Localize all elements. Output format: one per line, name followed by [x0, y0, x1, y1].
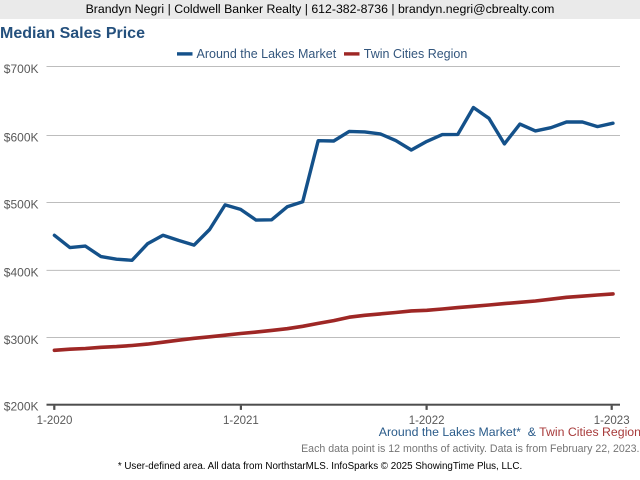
svg-text:1-2023: 1-2023 [594, 415, 630, 427]
svg-text:$500K: $500K [4, 198, 39, 212]
svg-text:$700K: $700K [4, 62, 39, 76]
svg-text:$200K: $200K [4, 399, 39, 413]
svg-text:1-2022: 1-2022 [409, 415, 445, 427]
svg-text:$300K: $300K [4, 333, 39, 347]
svg-text:$400K: $400K [4, 265, 39, 279]
svg-text:1-2021: 1-2021 [223, 415, 259, 427]
svg-text:$600K: $600K [4, 131, 39, 145]
svg-text:1-2020: 1-2020 [37, 415, 73, 427]
